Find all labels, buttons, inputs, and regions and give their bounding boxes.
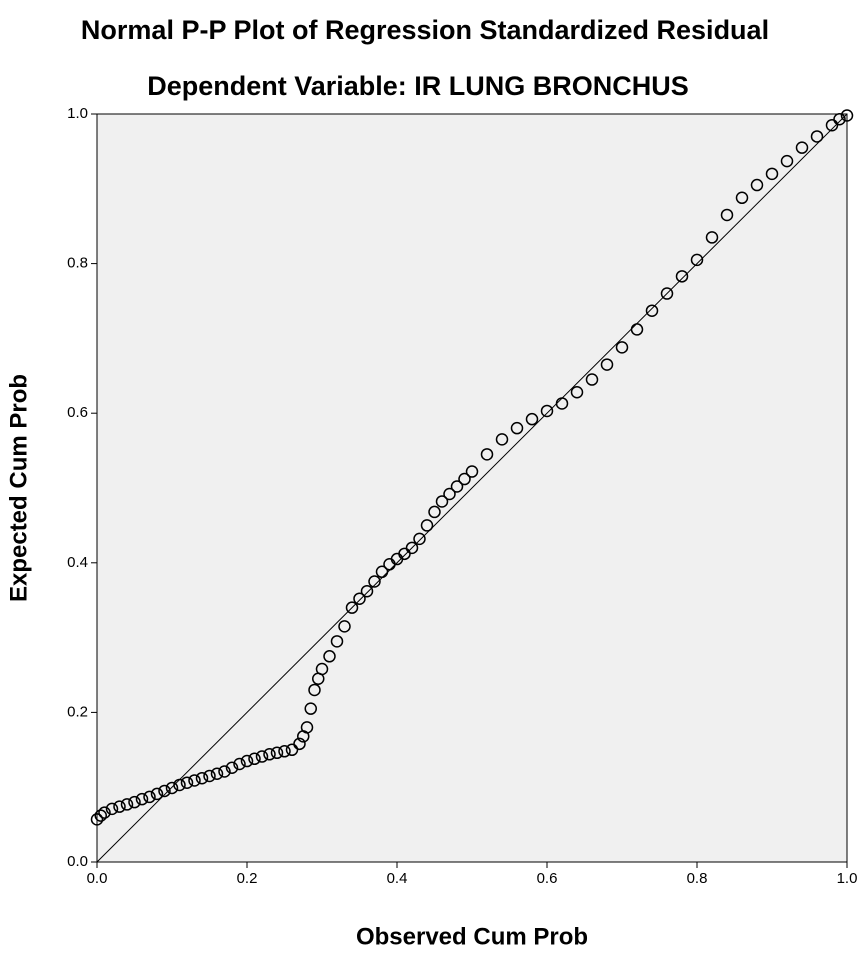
point bbox=[495, 433, 509, 446]
point bbox=[510, 421, 524, 435]
point bbox=[428, 505, 441, 519]
point bbox=[833, 112, 846, 126]
point bbox=[458, 472, 471, 486]
point bbox=[233, 757, 246, 771]
y-tick-label: 0.0 bbox=[67, 853, 88, 870]
x-tick-label: 0.6 bbox=[537, 870, 558, 887]
chart-subtitle: Dependent Variable: IR LUNG BRONCHUS bbox=[147, 71, 689, 101]
x-tick-label: 0.2 bbox=[237, 870, 258, 887]
point bbox=[450, 480, 464, 493]
point bbox=[165, 781, 179, 795]
point bbox=[278, 745, 291, 758]
point bbox=[720, 208, 734, 222]
reference-line bbox=[96, 113, 848, 863]
point bbox=[525, 412, 539, 426]
point bbox=[345, 601, 359, 614]
point bbox=[94, 809, 107, 822]
point bbox=[750, 178, 764, 192]
x-axis-label: Observed Cum Prob bbox=[356, 923, 588, 950]
point bbox=[225, 761, 239, 775]
point bbox=[105, 802, 119, 816]
point bbox=[825, 118, 839, 132]
point bbox=[304, 702, 317, 715]
y-tick-label: 0.4 bbox=[67, 554, 88, 571]
point bbox=[210, 767, 224, 780]
point bbox=[600, 358, 614, 371]
point bbox=[98, 806, 111, 819]
point bbox=[255, 750, 269, 763]
point bbox=[398, 547, 411, 561]
point bbox=[360, 584, 374, 598]
point bbox=[405, 541, 419, 555]
point bbox=[308, 683, 321, 697]
point bbox=[173, 778, 186, 792]
y-tick-label: 0.2 bbox=[67, 703, 88, 720]
point bbox=[150, 787, 164, 801]
point bbox=[465, 465, 479, 478]
point bbox=[795, 141, 809, 154]
point bbox=[330, 635, 344, 648]
point bbox=[158, 784, 171, 798]
point bbox=[443, 487, 456, 501]
x-tick-label: 1.0 bbox=[837, 870, 858, 887]
point bbox=[435, 495, 449, 508]
point bbox=[338, 620, 351, 633]
point bbox=[675, 270, 689, 283]
point bbox=[248, 752, 261, 766]
point bbox=[480, 448, 494, 461]
point bbox=[300, 721, 314, 734]
point bbox=[630, 323, 644, 336]
y-tick-label: 1.0 bbox=[67, 105, 88, 122]
point bbox=[135, 792, 149, 806]
point bbox=[263, 748, 276, 761]
point bbox=[705, 231, 719, 244]
point bbox=[285, 743, 299, 757]
y-tick-label: 0.6 bbox=[67, 404, 88, 421]
point bbox=[368, 575, 381, 588]
point bbox=[735, 191, 749, 205]
point bbox=[90, 813, 104, 826]
point bbox=[113, 800, 126, 813]
point bbox=[203, 769, 216, 783]
point bbox=[413, 532, 426, 546]
point bbox=[270, 746, 284, 760]
x-tick-label: 0.0 bbox=[87, 870, 108, 887]
point bbox=[195, 771, 209, 785]
point bbox=[420, 519, 434, 532]
point bbox=[180, 776, 194, 789]
y-tick-label: 0.8 bbox=[67, 255, 88, 272]
point bbox=[218, 765, 231, 778]
point bbox=[143, 790, 156, 804]
point bbox=[690, 253, 704, 267]
x-tick-label: 0.4 bbox=[387, 870, 408, 887]
point bbox=[765, 167, 779, 181]
point bbox=[540, 404, 554, 418]
point bbox=[120, 798, 134, 811]
point bbox=[315, 662, 329, 676]
point bbox=[555, 397, 569, 410]
point bbox=[570, 386, 584, 399]
chart-title: Normal P-P Plot of Regression Standardiz… bbox=[81, 15, 769, 45]
point bbox=[293, 737, 306, 751]
point bbox=[240, 754, 254, 768]
point bbox=[128, 795, 141, 809]
point bbox=[840, 109, 854, 122]
point bbox=[810, 130, 824, 143]
point bbox=[660, 287, 674, 300]
x-tick-label: 0.8 bbox=[687, 870, 708, 887]
point bbox=[323, 650, 336, 663]
point bbox=[585, 373, 599, 386]
point bbox=[780, 154, 794, 168]
point bbox=[645, 304, 659, 317]
point bbox=[353, 592, 366, 605]
point bbox=[375, 565, 389, 579]
point bbox=[188, 774, 201, 787]
y-axis-label: Expected Cum Prob bbox=[5, 374, 32, 602]
point bbox=[615, 341, 629, 354]
